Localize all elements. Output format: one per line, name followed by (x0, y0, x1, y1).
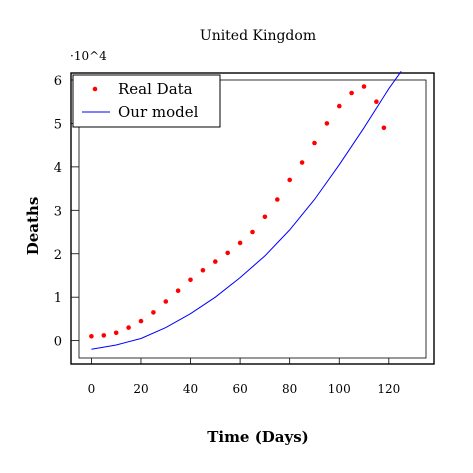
y-scale-label: ·10^4 (70, 49, 107, 63)
legend: Real Data Our model (72, 74, 221, 128)
data-point (275, 197, 280, 202)
x-axis-ticks: 0 20 40 60 80 100 120 (88, 358, 400, 396)
data-point (381, 125, 387, 131)
data-point (312, 140, 317, 146)
x-axis-label: Time (Days) (207, 428, 309, 446)
y-tick-label: 5 (54, 117, 62, 132)
data-point (237, 240, 243, 246)
data-point (250, 229, 255, 235)
y-axis-label: Deaths (24, 197, 42, 256)
legend-box (72, 74, 221, 128)
y-tick-label: 3 (54, 204, 62, 219)
legend-real-data-marker (92, 86, 98, 92)
data-point (299, 160, 305, 165)
x-tick-label: 60 (232, 382, 247, 396)
data-point (101, 333, 107, 338)
data-point (262, 214, 268, 220)
data-point (163, 299, 169, 304)
y-tick-label: 1 (54, 291, 62, 306)
x-tick-label: 80 (282, 382, 297, 396)
data-point (225, 250, 230, 256)
data-point (213, 259, 218, 264)
plot-frame (70, 72, 435, 365)
data-point (113, 330, 119, 336)
y-tick-label: 0 (54, 335, 62, 350)
x-tick-label: 0 (88, 382, 96, 396)
data-point (138, 318, 144, 324)
x-tick-label: 40 (183, 382, 198, 396)
data-point (126, 325, 131, 330)
model-line (91, 71, 402, 350)
chart-title: United Kingdom (200, 28, 316, 44)
data-point (349, 90, 354, 96)
legend-label-real-data: Real Data (118, 80, 193, 98)
x-tick-label: 120 (377, 382, 400, 396)
data-point (287, 177, 293, 183)
data-point (151, 310, 156, 315)
data-points (89, 84, 387, 339)
data-point (188, 277, 193, 283)
data-point (324, 121, 330, 126)
y-tick-label: 4 (54, 161, 62, 176)
plot-frame-inner (78, 79, 427, 359)
x-tick-label: 100 (328, 382, 351, 396)
data-point (89, 334, 94, 339)
model-lines (91, 71, 402, 350)
legend-label-our-model: Our model (118, 103, 199, 121)
data-point (175, 288, 181, 294)
data-point (200, 268, 206, 273)
y-tick-label: 2 (54, 248, 62, 263)
data-point (337, 103, 342, 109)
x-tick-label: 20 (133, 382, 148, 396)
y-tick-label: 6 (54, 74, 62, 89)
data-point (361, 84, 367, 89)
data-point (374, 99, 379, 104)
